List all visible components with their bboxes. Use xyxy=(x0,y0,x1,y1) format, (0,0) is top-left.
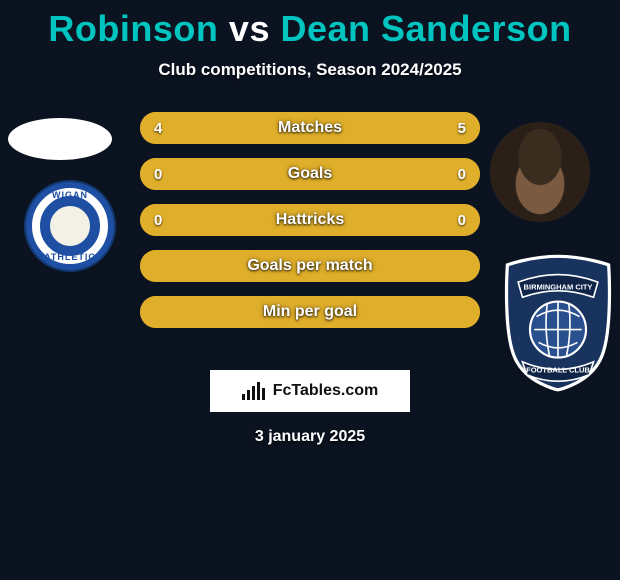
stat-label: Hattricks xyxy=(140,204,480,236)
stat-row: Matches4 5 xyxy=(140,112,480,144)
player-face-icon xyxy=(490,122,590,222)
birmingham-badge: BIRMINGHAM CITY FOOTBALL CLUB xyxy=(498,252,618,392)
stat-value-left: 0 xyxy=(154,204,162,236)
stat-row: Min per goal xyxy=(140,296,480,328)
stat-label: Min per goal xyxy=(140,296,480,328)
bcfc-text-top: BIRMINGHAM CITY xyxy=(524,283,593,292)
date-text: 3 january 2025 xyxy=(0,428,620,446)
branding-text: FcTables.com xyxy=(273,382,379,400)
stat-value-right: 0 xyxy=(458,158,466,190)
wigan-text-top: WIGAN xyxy=(52,190,88,200)
stat-value-right: 5 xyxy=(458,112,466,144)
branding-box: FcTables.com xyxy=(210,370,410,412)
stat-row: Goals0 0 xyxy=(140,158,480,190)
bcfc-text-bot: FOOTBALL CLUB xyxy=(526,366,590,375)
wigan-badge: WIGAN ATHLETIC xyxy=(26,182,114,270)
stat-label: Goals per match xyxy=(140,250,480,282)
avatar-player-right xyxy=(490,122,590,222)
title-player-right: Dean Sanderson xyxy=(280,8,571,49)
club-badge-left: WIGAN ATHLETIC xyxy=(20,176,120,276)
page-title: Robinson vs Dean Sanderson xyxy=(0,0,620,50)
comparison-panel: WIGAN ATHLETIC BIRMINGHAM CITY FOOTBALL … xyxy=(0,112,620,328)
wigan-text-bot: ATHLETIC xyxy=(44,252,96,262)
stat-value-left: 0 xyxy=(154,158,162,190)
subtitle: Club competitions, Season 2024/2025 xyxy=(0,60,620,80)
stat-label: Goals xyxy=(140,158,480,190)
title-player-left: Robinson xyxy=(48,8,218,49)
avatar-player-left xyxy=(8,118,112,160)
stat-value-left: 4 xyxy=(154,112,162,144)
stat-row: Hattricks0 0 xyxy=(140,204,480,236)
title-vs: vs xyxy=(229,8,270,49)
club-badge-right: BIRMINGHAM CITY FOOTBALL CLUB xyxy=(498,252,618,392)
stat-row: Goals per match xyxy=(140,250,480,282)
stat-label: Matches xyxy=(140,112,480,144)
stat-value-right: 0 xyxy=(458,204,466,236)
stat-bars: Matches45Goals00Hattricks00Goals per mat… xyxy=(140,112,480,328)
bars-icon xyxy=(242,382,265,400)
